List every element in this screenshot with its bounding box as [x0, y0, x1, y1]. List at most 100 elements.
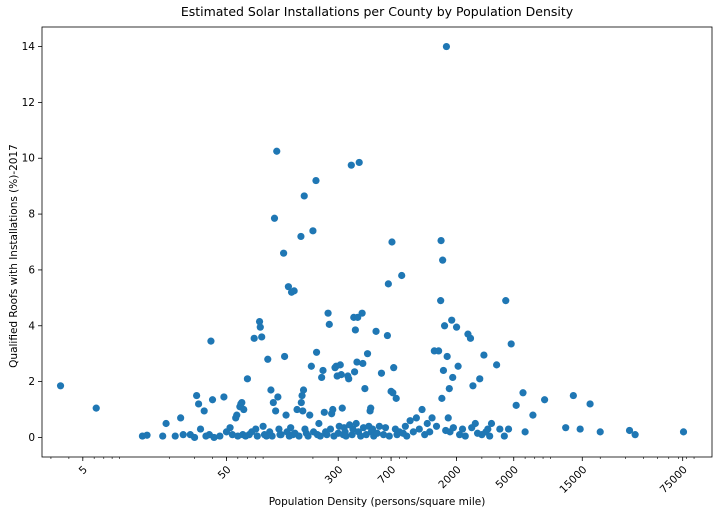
data-point — [280, 249, 288, 257]
data-point — [586, 400, 594, 408]
data-point — [268, 432, 276, 440]
data-point — [500, 432, 508, 440]
data-point — [352, 419, 360, 428]
data-point — [412, 414, 420, 422]
data-point — [277, 431, 285, 439]
data-point — [418, 405, 426, 414]
data-point — [274, 393, 282, 401]
data-point — [347, 161, 355, 169]
data-point — [284, 283, 293, 291]
data-point — [297, 398, 305, 407]
data-point — [193, 391, 201, 400]
data-point — [502, 297, 510, 305]
data-point — [406, 417, 414, 425]
data-point — [415, 425, 423, 433]
data-point — [299, 407, 307, 415]
data-point — [238, 398, 246, 407]
data-point — [220, 393, 228, 401]
data-point — [519, 389, 527, 397]
y-tick-label: 8 — [28, 209, 35, 221]
data-point — [264, 355, 272, 363]
data-point — [326, 425, 335, 433]
data-point — [309, 227, 317, 235]
data-point — [442, 42, 451, 51]
data-point — [253, 432, 261, 440]
data-point — [359, 359, 367, 368]
data-point — [306, 411, 314, 419]
data-point — [449, 424, 457, 432]
data-point — [273, 147, 281, 155]
data-point — [324, 309, 332, 317]
data-point — [357, 432, 365, 440]
data-point — [323, 431, 331, 439]
data-point — [342, 432, 350, 440]
data-point — [200, 407, 208, 415]
data-point — [216, 432, 224, 440]
data-point — [448, 316, 456, 324]
data-point — [269, 398, 277, 407]
data-point — [487, 419, 496, 428]
data-point — [363, 350, 372, 358]
data-point — [210, 433, 218, 442]
data-point — [428, 414, 436, 422]
data-point — [256, 323, 264, 331]
data-point — [496, 425, 504, 433]
data-point — [439, 256, 447, 264]
data-point — [596, 428, 604, 436]
chart-title: Estimated Solar Installations per County… — [180, 4, 574, 19]
data-point — [298, 391, 306, 400]
data-point — [319, 366, 327, 375]
data-point — [381, 424, 390, 432]
data-point — [351, 326, 359, 334]
data-point — [196, 425, 205, 433]
data-point — [295, 432, 303, 440]
data-point — [259, 422, 267, 430]
data-point — [345, 375, 353, 383]
data-point — [171, 432, 179, 440]
data-point — [312, 348, 321, 356]
data-point — [625, 426, 634, 435]
data-point — [299, 386, 308, 394]
data-point — [243, 375, 252, 383]
data-point — [350, 368, 359, 376]
data-point — [367, 404, 375, 412]
data-point — [486, 432, 494, 440]
data-point — [426, 428, 434, 436]
data-point — [437, 237, 445, 245]
y-tick-label: 14 — [22, 41, 36, 53]
data-point — [297, 232, 305, 241]
data-point — [388, 238, 396, 246]
data-point — [258, 333, 266, 341]
data-point — [493, 361, 501, 369]
data-point — [373, 429, 381, 437]
data-point — [250, 334, 258, 342]
points-layer — [56, 42, 688, 442]
y-tick-label: 4 — [28, 320, 35, 332]
data-point — [437, 297, 445, 305]
data-point — [368, 425, 377, 433]
data-point — [315, 419, 323, 428]
data-point — [290, 287, 298, 295]
data-point — [456, 431, 464, 439]
data-point — [480, 351, 488, 359]
x-tick-label: 50 — [216, 464, 234, 482]
data-point — [190, 433, 199, 442]
y-axis-label: Qualified Roofs with Installations (%)-2… — [8, 144, 20, 368]
data-point — [401, 422, 409, 430]
data-point — [576, 425, 584, 433]
y-tick-label: 0 — [28, 432, 35, 444]
data-point — [438, 394, 446, 402]
y-tick-label: 6 — [28, 264, 35, 276]
data-point — [504, 425, 513, 433]
x-tick-label: 300 — [323, 464, 346, 487]
data-point — [353, 358, 361, 366]
data-point — [445, 384, 453, 393]
data-point — [484, 425, 492, 433]
plot-frame — [41, 26, 713, 458]
data-point — [443, 352, 451, 361]
data-point — [281, 352, 289, 361]
data-point — [233, 411, 241, 419]
data-point — [240, 405, 248, 414]
x-tick-label: 5 — [77, 464, 90, 477]
data-point — [208, 396, 217, 404]
